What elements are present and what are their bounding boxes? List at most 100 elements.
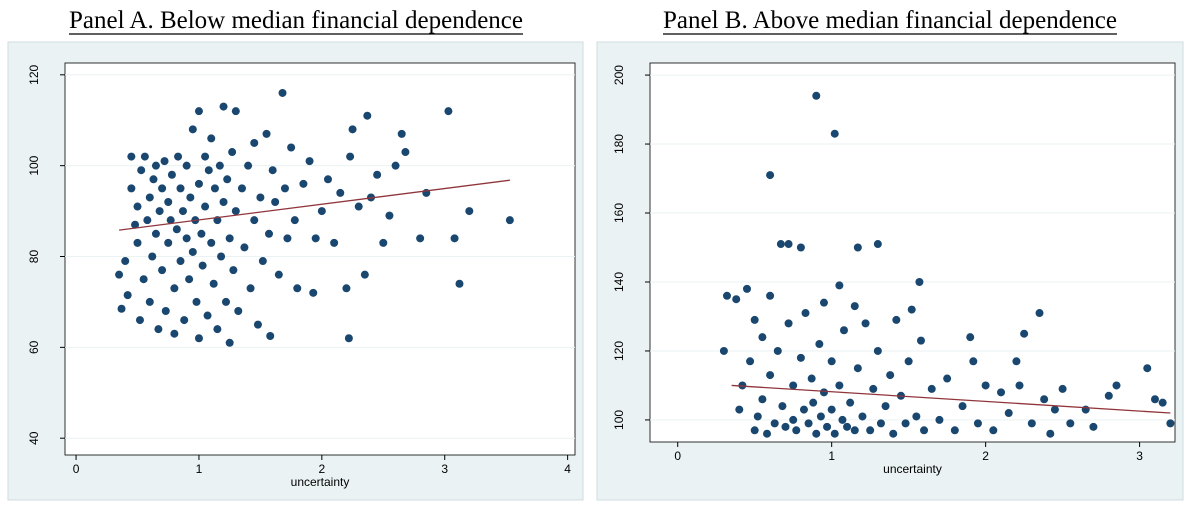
point bbox=[145, 193, 154, 202]
point bbox=[149, 175, 158, 184]
point bbox=[722, 291, 731, 300]
point bbox=[1066, 419, 1075, 428]
point bbox=[192, 297, 201, 306]
point bbox=[158, 266, 167, 275]
point bbox=[1050, 405, 1059, 414]
point bbox=[188, 247, 197, 256]
point bbox=[167, 170, 176, 179]
point bbox=[160, 157, 169, 166]
point bbox=[444, 107, 453, 116]
point bbox=[766, 371, 775, 380]
point bbox=[912, 412, 921, 421]
point bbox=[117, 304, 126, 313]
point bbox=[927, 384, 936, 393]
point bbox=[1158, 398, 1167, 407]
point bbox=[401, 148, 410, 157]
point bbox=[231, 207, 240, 216]
point bbox=[858, 412, 867, 421]
x-tick-label: 3 bbox=[1136, 449, 1143, 463]
point bbox=[363, 111, 372, 120]
point bbox=[850, 302, 859, 311]
point bbox=[1015, 381, 1024, 390]
point bbox=[766, 291, 775, 300]
point bbox=[750, 315, 759, 324]
point bbox=[225, 234, 234, 243]
point bbox=[336, 188, 345, 197]
point bbox=[1040, 395, 1049, 404]
point bbox=[816, 412, 825, 421]
point bbox=[738, 381, 747, 390]
point bbox=[274, 270, 283, 279]
point bbox=[886, 371, 895, 380]
point bbox=[280, 184, 289, 193]
point bbox=[201, 202, 210, 211]
point bbox=[237, 184, 246, 193]
point bbox=[283, 234, 292, 243]
point bbox=[346, 152, 355, 161]
point bbox=[131, 220, 140, 229]
point bbox=[861, 319, 870, 328]
point bbox=[278, 88, 287, 97]
point bbox=[920, 426, 929, 435]
point bbox=[881, 402, 890, 411]
point bbox=[164, 238, 173, 247]
point bbox=[127, 184, 136, 193]
point bbox=[853, 243, 862, 252]
point bbox=[1166, 419, 1175, 428]
point bbox=[742, 284, 751, 293]
y-tick-label: 60 bbox=[27, 340, 41, 354]
point bbox=[256, 193, 265, 202]
point bbox=[133, 202, 142, 211]
point bbox=[873, 240, 882, 249]
point bbox=[416, 234, 425, 243]
x-tick-label: 2 bbox=[318, 462, 325, 476]
point bbox=[839, 326, 848, 335]
point bbox=[180, 316, 189, 325]
point bbox=[151, 161, 160, 170]
x-axis-label: uncertainty bbox=[291, 475, 350, 489]
point bbox=[915, 277, 924, 286]
point bbox=[823, 422, 832, 431]
point bbox=[796, 243, 805, 252]
point bbox=[342, 284, 351, 293]
point bbox=[815, 340, 824, 349]
x-tick-label: 4 bbox=[564, 462, 571, 476]
point bbox=[246, 284, 255, 293]
point bbox=[784, 240, 793, 249]
point bbox=[846, 398, 855, 407]
point bbox=[182, 161, 191, 170]
point bbox=[889, 429, 898, 438]
point bbox=[1035, 309, 1044, 318]
point bbox=[225, 338, 234, 347]
point bbox=[258, 257, 267, 266]
point bbox=[812, 91, 821, 100]
fit-line bbox=[731, 384, 1171, 414]
panel-title: Panel A. Below median financial dependen… bbox=[69, 7, 523, 34]
point bbox=[194, 334, 203, 343]
point bbox=[228, 148, 237, 157]
point bbox=[935, 415, 944, 424]
y-tick-label: 120 bbox=[27, 64, 41, 84]
point bbox=[732, 295, 741, 304]
point bbox=[176, 257, 185, 266]
point bbox=[323, 175, 332, 184]
point bbox=[250, 138, 259, 147]
point bbox=[866, 426, 875, 435]
point bbox=[789, 381, 798, 390]
point bbox=[201, 152, 210, 161]
point bbox=[137, 166, 146, 175]
x-axis-label: uncertainty bbox=[883, 462, 942, 476]
point bbox=[450, 234, 459, 243]
point bbox=[830, 429, 839, 438]
y-tick-label: 160 bbox=[612, 203, 626, 223]
point bbox=[397, 129, 406, 138]
y-tick-label: 140 bbox=[612, 272, 626, 292]
point bbox=[853, 364, 862, 373]
point bbox=[135, 316, 144, 325]
point bbox=[360, 270, 369, 279]
point bbox=[299, 179, 308, 188]
point bbox=[781, 422, 790, 431]
point bbox=[770, 419, 779, 428]
point bbox=[210, 184, 219, 193]
point bbox=[719, 346, 728, 355]
